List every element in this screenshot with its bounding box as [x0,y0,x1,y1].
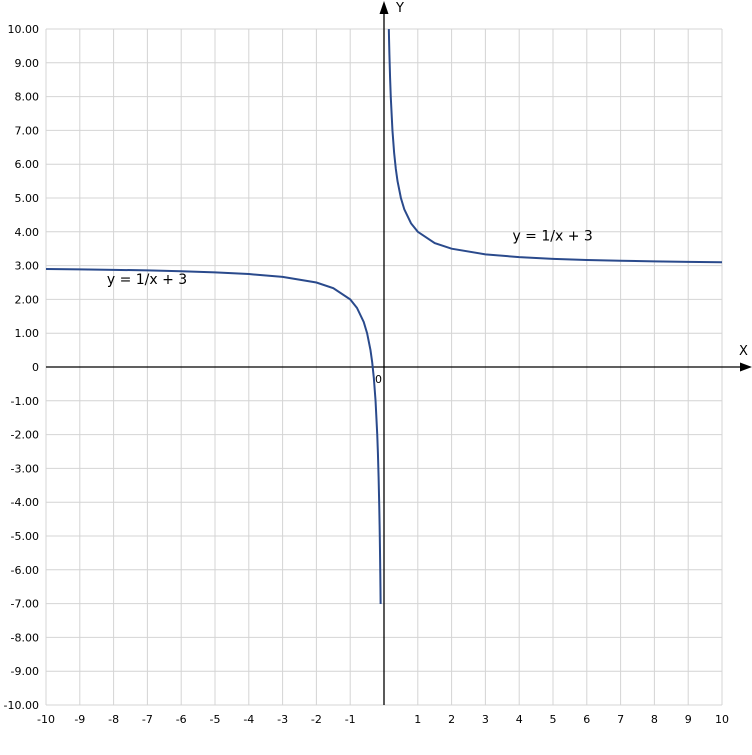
x-tick-label: -5 [210,713,221,726]
y-tick-label: 4.00 [15,226,40,239]
x-tick-label: 8 [651,713,658,726]
x-tick-label: -6 [176,713,187,726]
x-tick-label: -7 [142,713,153,726]
y-tick-label: -2.00 [11,429,39,442]
x-tick-label: 1 [414,713,421,726]
x-tick-label: 6 [583,713,590,726]
x-tick-label: -10 [37,713,55,726]
x-tick-label: 10 [715,713,729,726]
y-tick-label: -10.00 [4,699,39,712]
y-tick-label: 2.00 [15,293,40,306]
x-tick-label: 2 [448,713,455,726]
y-tick-label: -4.00 [11,496,39,509]
x-tick-label: -3 [277,713,288,726]
x-tick-label: 9 [685,713,692,726]
function-annotation: y = 1/x + 3 [512,228,592,244]
x-axis-arrow-icon [740,362,752,372]
function-annotation: y = 1/x + 3 [107,272,187,288]
y-tick-label: 10.00 [8,23,40,36]
y-tick-label: -6.00 [11,564,39,577]
y-tick-label: -1.00 [11,395,39,408]
y-tick-label: 5.00 [15,192,40,205]
x-tick-label: -2 [311,713,322,726]
y-tick-label: 8.00 [15,91,40,104]
y-tick-label: 9.00 [15,57,40,70]
x-tick-label: -9 [74,713,85,726]
y-tick-label: -9.00 [11,665,39,678]
y-tick-label: 6.00 [15,158,40,171]
y-axis-arrow-icon [379,1,389,14]
y-tick-label: 3.00 [15,260,40,273]
y-tick-label: -7.00 [11,598,39,611]
x-tick-label: 3 [482,713,489,726]
axes: X Y 0 [46,1,752,705]
annotations: y = 1/x + 3 y = 1/x + 3 [107,228,593,288]
y-tick-label: -5.00 [11,530,39,543]
y-tick-label: -3.00 [11,462,39,475]
y-tick-label: 0 [32,361,39,374]
curve-layer [45,29,723,604]
x-tick-label: 4 [516,713,523,726]
x-tick-label: 7 [617,713,624,726]
y-axis-name: Y [395,1,404,16]
x-tick-label: 5 [550,713,557,726]
x-tick-label: -8 [108,713,119,726]
curve-branch [387,29,723,264]
x-tick-label: -4 [243,713,254,726]
x-axis-name: X [739,344,748,359]
y-tick-label: 1.00 [15,327,40,340]
x-tick-label: -1 [345,713,356,726]
origin-label: 0 [375,373,382,386]
curve-branch [45,267,382,604]
y-tick-label: -8.00 [11,631,39,644]
y-tick-label: 7.00 [15,124,40,137]
tick-labels: -10 -9 -8 -7 -6 -5 -4 -3 -2 -1 1 2 3 4 5 6 7 8 9 10 10.00 9.0… [4,23,729,726]
